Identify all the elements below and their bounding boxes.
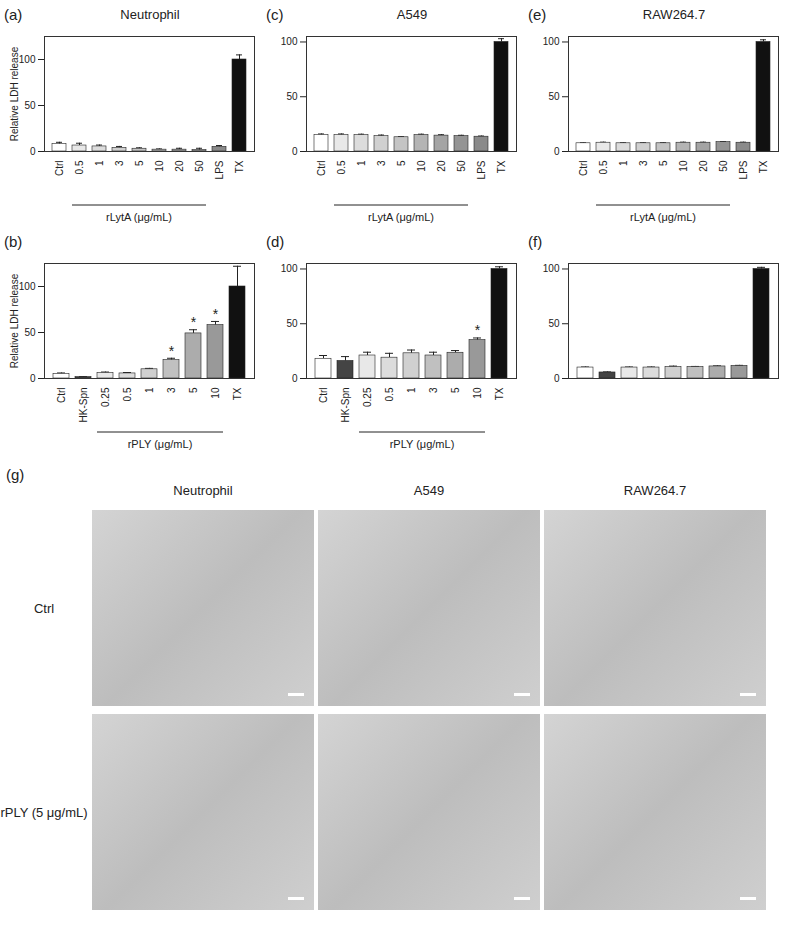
svg-text:5: 5 <box>658 160 669 166</box>
svg-text:50: 50 <box>718 160 729 172</box>
svg-text:20: 20 <box>174 160 185 172</box>
svg-text:50: 50 <box>286 91 298 102</box>
svg-text:HK-Spn: HK-Spn <box>340 388 351 423</box>
html-text:rPLY (5 μg/mL): rPLY (5 μg/mL) <box>0 804 88 820</box>
svg-text:Relative LDH release: Relative LDH release <box>9 46 20 141</box>
svg-text:3: 3 <box>114 160 125 166</box>
svg-text:3: 3 <box>428 387 439 393</box>
html-text:A549: A549 <box>396 7 428 22</box>
svg-text:100: 100 <box>281 36 298 47</box>
svg-text:LPS: LPS <box>476 160 487 179</box>
html-text:(d): (d) <box>266 233 285 250</box>
svg-text:rLytA (μg/mL): rLytA (μg/mL) <box>368 211 434 223</box>
svg-text:*: * <box>213 306 219 322</box>
svg-text:10: 10 <box>416 160 427 172</box>
svg-text:10: 10 <box>472 387 483 399</box>
svg-text:5: 5 <box>188 387 199 393</box>
html-text:Neutrophil: Neutrophil <box>120 7 180 22</box>
svg-text:3: 3 <box>166 387 177 393</box>
svg-text:10: 10 <box>678 160 689 172</box>
svg-text:LPS: LPS <box>738 160 749 179</box>
html-text:(a): (a) <box>4 6 23 23</box>
svg-text:0: 0 <box>292 146 298 157</box>
svg-text:Relative LDH release: Relative LDH release <box>9 273 20 368</box>
html-text:(e): (e) <box>528 6 547 23</box>
svg-text:HK-Spn: HK-Spn <box>78 388 89 423</box>
svg-text:TX: TX <box>494 387 505 400</box>
svg-text:Ctrl: Ctrl <box>56 388 67 404</box>
svg-text:5: 5 <box>450 387 461 393</box>
svg-text:0: 0 <box>30 373 36 384</box>
html-text:(f): (f) <box>528 233 543 250</box>
svg-text:0: 0 <box>292 373 298 384</box>
html-text:RAW264.7: RAW264.7 <box>642 7 706 22</box>
svg-text:100: 100 <box>19 281 36 292</box>
html-text:RAW264.7: RAW264.7 <box>623 483 687 498</box>
svg-text:Ctrl: Ctrl <box>578 161 589 177</box>
svg-text:100: 100 <box>281 263 298 274</box>
svg-text:TX: TX <box>758 160 769 173</box>
svg-text:50: 50 <box>24 327 36 338</box>
svg-text:50: 50 <box>548 91 560 102</box>
svg-text:0.5: 0.5 <box>122 387 133 401</box>
svg-text:*: * <box>169 343 175 359</box>
svg-text:50: 50 <box>286 318 298 329</box>
svg-text:TX: TX <box>496 160 507 173</box>
svg-text:Ctrl: Ctrl <box>318 388 329 404</box>
svg-text:3: 3 <box>638 160 649 166</box>
svg-text:1: 1 <box>406 387 417 393</box>
svg-text:20: 20 <box>698 160 709 172</box>
svg-text:50: 50 <box>456 160 467 172</box>
svg-text:1: 1 <box>94 160 105 166</box>
svg-text:0.5: 0.5 <box>384 387 395 401</box>
svg-text:Ctrl: Ctrl <box>316 161 327 177</box>
html-text:(g): (g) <box>6 466 25 483</box>
svg-text:0.5: 0.5 <box>336 160 347 174</box>
svg-text:rLytA (μg/mL): rLytA (μg/mL) <box>106 211 172 223</box>
svg-text:10: 10 <box>154 160 165 172</box>
svg-text:1: 1 <box>618 160 629 166</box>
svg-text:100: 100 <box>543 263 560 274</box>
svg-text:rPLY (μg/mL): rPLY (μg/mL) <box>128 438 193 450</box>
html-text:(c): (c) <box>266 6 284 23</box>
svg-text:50: 50 <box>24 100 36 111</box>
svg-text:1: 1 <box>144 387 155 393</box>
html-text:(b): (b) <box>4 233 23 250</box>
svg-text:*: * <box>191 314 197 330</box>
html-text:Ctrl: Ctrl <box>33 600 55 616</box>
svg-text:LPS: LPS <box>214 160 225 179</box>
svg-text:0.25: 0.25 <box>100 387 111 407</box>
html-text:A549: A549 <box>413 483 445 498</box>
svg-text:TX: TX <box>234 160 245 173</box>
svg-text:3: 3 <box>376 160 387 166</box>
svg-text:100: 100 <box>543 36 560 47</box>
svg-text:0: 0 <box>30 146 36 157</box>
svg-text:0: 0 <box>554 373 560 384</box>
svg-text:rLytA (μg/mL): rLytA (μg/mL) <box>630 211 696 223</box>
html-text:Neutrophil: Neutrophil <box>173 483 233 498</box>
svg-text:50: 50 <box>548 318 560 329</box>
svg-text:*: * <box>475 322 481 338</box>
svg-text:20: 20 <box>436 160 447 172</box>
svg-text:TX: TX <box>232 387 243 400</box>
svg-text:Ctrl: Ctrl <box>54 161 65 177</box>
svg-text:0.5: 0.5 <box>598 160 609 174</box>
svg-text:5: 5 <box>396 160 407 166</box>
svg-text:100: 100 <box>19 54 36 65</box>
svg-text:50: 50 <box>194 160 205 172</box>
svg-text:5: 5 <box>134 160 145 166</box>
svg-text:1: 1 <box>356 160 367 166</box>
svg-text:0: 0 <box>554 146 560 157</box>
svg-text:0.25: 0.25 <box>362 387 373 407</box>
svg-text:10: 10 <box>210 387 221 399</box>
svg-text:rPLY (μg/mL): rPLY (μg/mL) <box>390 438 455 450</box>
svg-text:0.5: 0.5 <box>74 160 85 174</box>
